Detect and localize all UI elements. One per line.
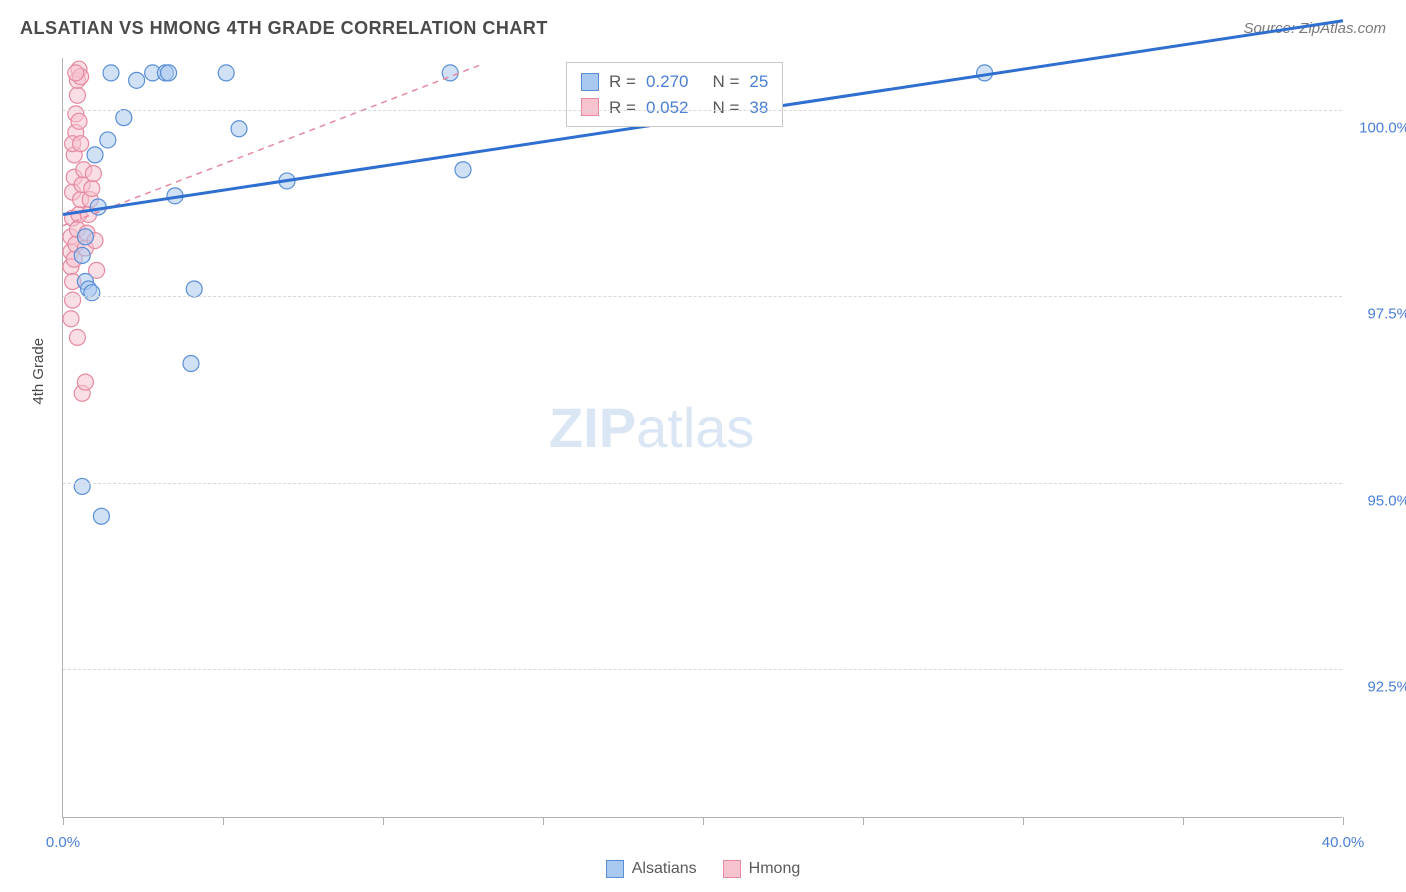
data-point — [65, 292, 81, 308]
stats-row: R = 0.270 N = 25 — [581, 69, 768, 95]
x-tick-label: 0.0% — [46, 834, 80, 851]
x-tick — [1183, 817, 1184, 825]
x-tick — [63, 817, 64, 825]
data-point — [77, 229, 93, 245]
x-tick-label: 40.0% — [1322, 834, 1365, 851]
data-point — [69, 329, 85, 345]
data-point — [186, 281, 202, 297]
y-tick-label: 97.5% — [1367, 306, 1406, 323]
legend-label: Hmong — [749, 860, 801, 878]
data-point — [85, 165, 101, 181]
n-label: N = — [712, 69, 739, 95]
legend-label: Alsatians — [632, 860, 697, 878]
data-point — [161, 65, 177, 81]
r-label: R = — [609, 69, 636, 95]
plot-svg — [63, 58, 1342, 817]
data-point — [69, 87, 85, 103]
gridline-h — [63, 669, 1342, 670]
legend-swatch — [581, 98, 599, 116]
x-tick — [543, 817, 544, 825]
y-tick-label: 95.0% — [1367, 492, 1406, 509]
y-tick-label: 100.0% — [1359, 120, 1406, 137]
bottom-legend: Alsatians Hmong — [0, 860, 1406, 878]
data-point — [74, 478, 90, 494]
data-point — [87, 147, 103, 163]
x-tick — [1023, 817, 1024, 825]
x-tick — [703, 817, 704, 825]
data-point — [84, 285, 100, 301]
r-value: 0.052 — [646, 95, 689, 121]
data-point — [116, 110, 132, 126]
data-point — [103, 65, 119, 81]
plot-area: ZIPatlas R =0.270N =25R =0.052N =38 92.5… — [62, 58, 1342, 818]
legend-swatch — [606, 860, 624, 878]
stats-legend-box: R = 0.270 N = 25 R = 0.052 N = 38 — [566, 62, 783, 127]
legend-swatch — [723, 860, 741, 878]
data-point — [73, 136, 89, 152]
data-point — [455, 162, 471, 178]
gridline-h — [63, 296, 1342, 297]
correlation-chart: ALSATIAN VS HMONG 4TH GRADE CORRELATION … — [0, 0, 1406, 892]
n-value: 25 — [749, 69, 768, 95]
legend-item: Hmong — [723, 860, 801, 878]
x-tick — [1343, 817, 1344, 825]
data-point — [84, 180, 100, 196]
data-point — [68, 65, 84, 81]
stats-row: R = 0.052 N = 38 — [581, 95, 768, 121]
y-tick-label: 92.5% — [1367, 678, 1406, 695]
source-attribution: Source: ZipAtlas.com — [1243, 20, 1386, 37]
y-axis-label: 4th Grade — [30, 338, 47, 405]
data-point — [183, 355, 199, 371]
data-point — [231, 121, 247, 137]
n-value: 38 — [749, 95, 768, 121]
data-point — [100, 132, 116, 148]
legend-swatch — [581, 73, 599, 91]
data-point — [63, 311, 79, 327]
r-value: 0.270 — [646, 69, 689, 95]
x-tick — [863, 817, 864, 825]
r-label: R = — [609, 95, 636, 121]
data-point — [129, 72, 145, 88]
regression-line — [63, 65, 479, 225]
n-label: N = — [712, 95, 739, 121]
data-point — [71, 113, 87, 129]
gridline-h — [63, 110, 1342, 111]
data-point — [77, 374, 93, 390]
x-tick — [383, 817, 384, 825]
legend-item: Alsatians — [606, 860, 697, 878]
gridline-h — [63, 483, 1342, 484]
data-point — [93, 508, 109, 524]
data-point — [74, 247, 90, 263]
x-tick — [223, 817, 224, 825]
chart-title: ALSATIAN VS HMONG 4TH GRADE CORRELATION … — [20, 18, 548, 39]
data-point — [218, 65, 234, 81]
